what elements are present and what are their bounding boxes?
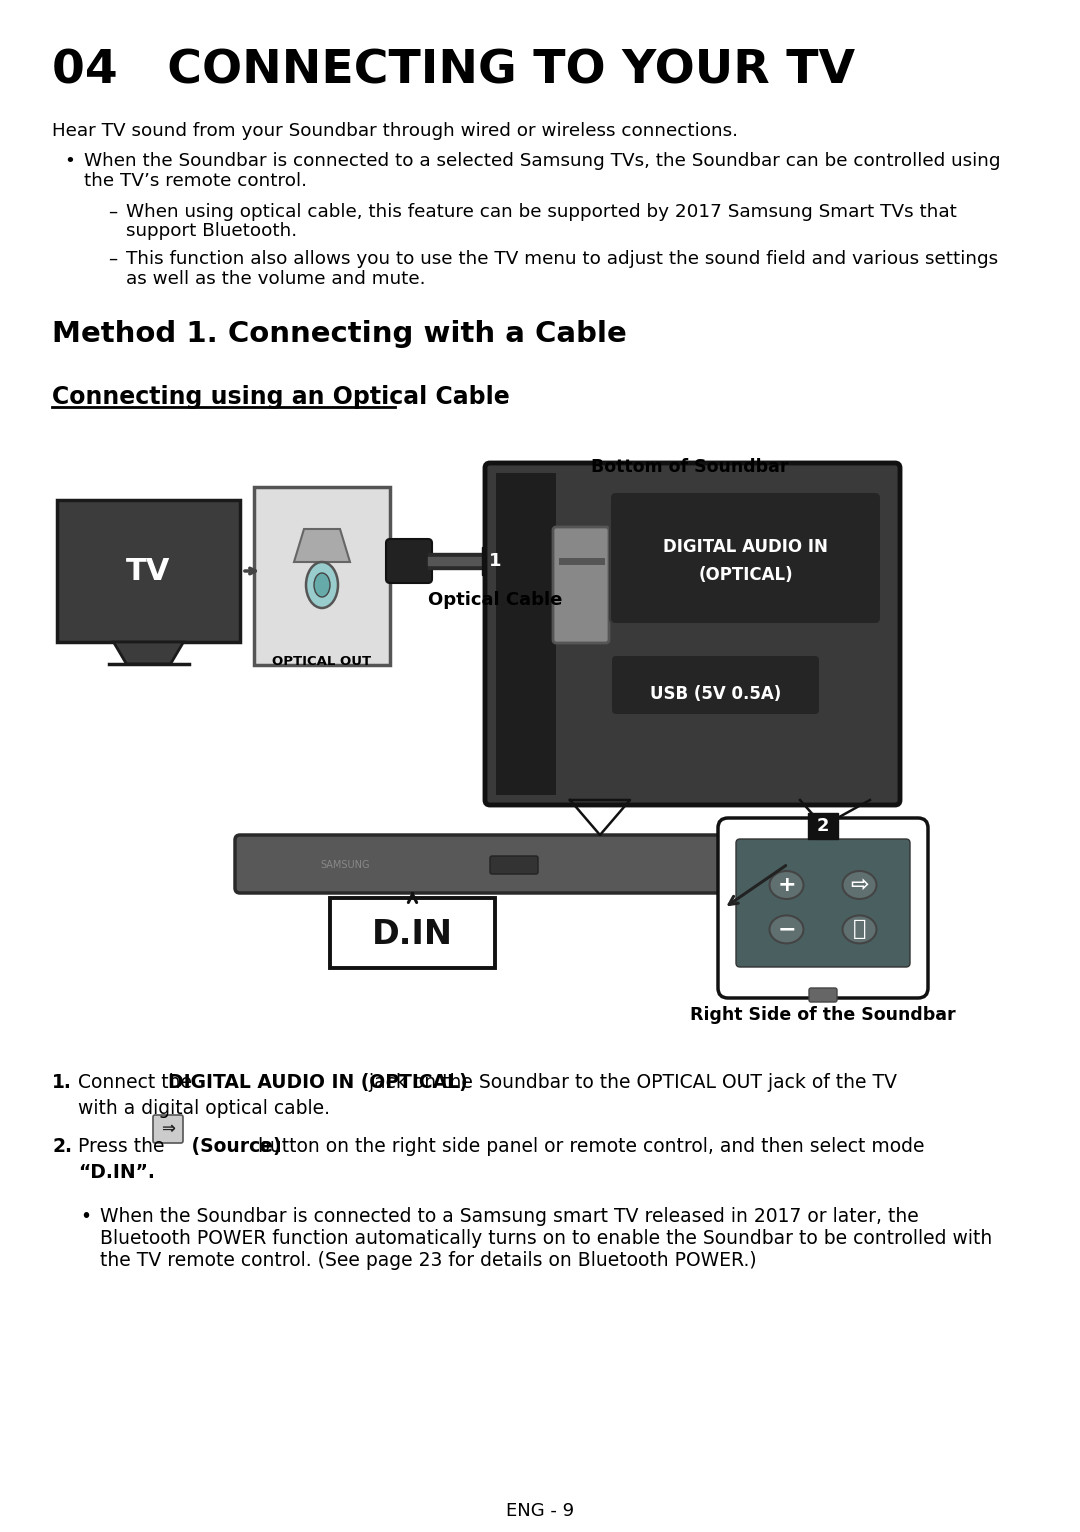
- Text: “D.IN”.: “D.IN”.: [78, 1163, 154, 1183]
- Text: button on the right side panel or remote control, and then select mode: button on the right side panel or remote…: [253, 1137, 924, 1157]
- Text: Connect the: Connect the: [78, 1072, 198, 1092]
- FancyBboxPatch shape: [153, 1115, 183, 1143]
- Text: 2.: 2.: [52, 1137, 72, 1157]
- FancyBboxPatch shape: [808, 813, 838, 840]
- Text: 1: 1: [489, 552, 502, 570]
- Text: 2: 2: [816, 817, 829, 835]
- Text: (Source): (Source): [185, 1137, 282, 1157]
- FancyBboxPatch shape: [553, 527, 609, 643]
- Text: ⇒: ⇒: [161, 1120, 175, 1138]
- Text: Right Side of the Soundbar: Right Side of the Soundbar: [690, 1007, 956, 1023]
- Text: SAMSUNG: SAMSUNG: [320, 859, 369, 870]
- Text: −: −: [778, 919, 796, 939]
- Ellipse shape: [314, 573, 330, 597]
- Text: Optical Cable: Optical Cable: [429, 591, 563, 610]
- FancyBboxPatch shape: [482, 547, 510, 574]
- Text: OPTICAL OUT: OPTICAL OUT: [272, 656, 372, 668]
- FancyBboxPatch shape: [809, 988, 837, 1002]
- Text: DIGITAL AUDIO IN: DIGITAL AUDIO IN: [663, 538, 828, 556]
- Text: (OPTICAL): (OPTICAL): [698, 565, 793, 584]
- Text: the TV remote control. (See page 23 for details on Bluetooth POWER.): the TV remote control. (See page 23 for …: [100, 1252, 757, 1270]
- Text: TV: TV: [126, 556, 171, 585]
- Text: with a digital optical cable.: with a digital optical cable.: [78, 1098, 330, 1118]
- Text: jack on the Soundbar to the OPTICAL OUT jack of the TV: jack on the Soundbar to the OPTICAL OUT …: [363, 1072, 897, 1092]
- FancyBboxPatch shape: [610, 492, 881, 624]
- Ellipse shape: [306, 562, 338, 608]
- Text: When the Soundbar is connected to a selected Samsung TVs, the Soundbar can be co: When the Soundbar is connected to a sele…: [84, 152, 1000, 170]
- FancyBboxPatch shape: [559, 539, 605, 584]
- FancyBboxPatch shape: [57, 499, 240, 642]
- Text: Press the: Press the: [78, 1137, 171, 1157]
- Text: 1.: 1.: [52, 1072, 72, 1092]
- Text: ENG - 9: ENG - 9: [505, 1501, 575, 1520]
- FancyBboxPatch shape: [254, 487, 390, 665]
- FancyBboxPatch shape: [386, 539, 432, 584]
- Text: DIGITAL AUDIO IN (OPTICAL): DIGITAL AUDIO IN (OPTICAL): [168, 1072, 468, 1092]
- FancyBboxPatch shape: [718, 818, 928, 997]
- Text: –: –: [108, 250, 117, 268]
- FancyBboxPatch shape: [490, 856, 538, 873]
- FancyBboxPatch shape: [235, 835, 793, 893]
- Polygon shape: [113, 642, 184, 663]
- Polygon shape: [294, 529, 350, 562]
- FancyBboxPatch shape: [611, 656, 820, 715]
- Text: 04   CONNECTING TO YOUR TV: 04 CONNECTING TO YOUR TV: [52, 47, 855, 93]
- Text: When the Soundbar is connected to a Samsung smart TV released in 2017 or later, : When the Soundbar is connected to a Sams…: [100, 1207, 919, 1226]
- Text: •: •: [80, 1207, 91, 1226]
- Text: Bluetooth POWER function automatically turns on to enable the Soundbar to be con: Bluetooth POWER function automatically t…: [100, 1229, 993, 1249]
- Ellipse shape: [769, 872, 804, 899]
- Text: D.IN: D.IN: [372, 919, 453, 951]
- Text: •: •: [64, 152, 75, 170]
- Text: Connecting using an Optical Cable: Connecting using an Optical Cable: [52, 385, 510, 409]
- Text: Bottom of Soundbar: Bottom of Soundbar: [591, 458, 788, 476]
- Text: This function also allows you to use the TV menu to adjust the sound field and v: This function also allows you to use the…: [126, 250, 998, 268]
- Ellipse shape: [842, 916, 877, 944]
- FancyBboxPatch shape: [485, 463, 900, 804]
- Text: +: +: [778, 875, 796, 895]
- Ellipse shape: [842, 872, 877, 899]
- Ellipse shape: [769, 916, 804, 944]
- FancyBboxPatch shape: [496, 473, 556, 795]
- Text: ⇨: ⇨: [850, 875, 868, 895]
- Text: –: –: [108, 204, 117, 221]
- FancyBboxPatch shape: [330, 898, 495, 968]
- Text: Method 1. Connecting with a Cable: Method 1. Connecting with a Cable: [52, 320, 626, 348]
- Text: When using optical cable, this feature can be supported by 2017 Samsung Smart TV: When using optical cable, this feature c…: [126, 204, 957, 221]
- Text: Hear TV sound from your Soundbar through wired or wireless connections.: Hear TV sound from your Soundbar through…: [52, 123, 738, 139]
- Text: USB (5V 0.5A): USB (5V 0.5A): [650, 685, 781, 703]
- Text: support Bluetooth.: support Bluetooth.: [126, 222, 297, 241]
- Text: as well as the volume and mute.: as well as the volume and mute.: [126, 270, 426, 288]
- FancyBboxPatch shape: [735, 840, 910, 967]
- Text: the TV’s remote control.: the TV’s remote control.: [84, 172, 307, 190]
- Text: ⏻: ⏻: [853, 919, 866, 939]
